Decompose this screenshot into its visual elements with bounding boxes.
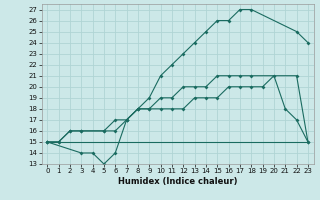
- X-axis label: Humidex (Indice chaleur): Humidex (Indice chaleur): [118, 177, 237, 186]
